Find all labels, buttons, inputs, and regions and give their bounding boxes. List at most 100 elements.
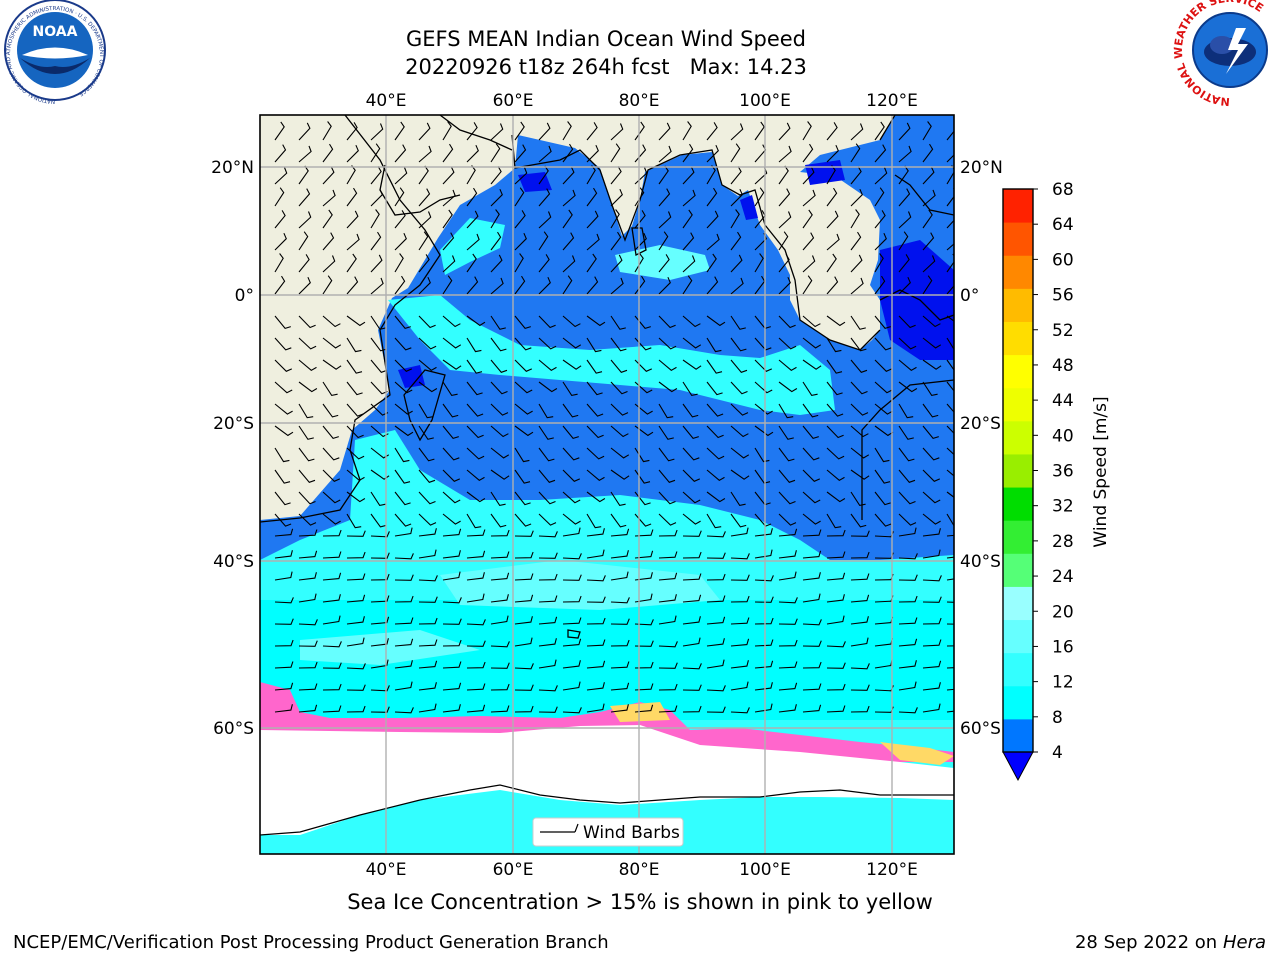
wind-barb — [322, 143, 334, 163]
wind-barb — [802, 121, 812, 141]
wind-barb — [322, 641, 342, 648]
wind-barb — [922, 121, 932, 141]
wind-barb — [274, 618, 294, 625]
map-subtitle: 20220926 t18z 264h fcst Max: 14.23 — [405, 55, 807, 79]
wind-barb — [514, 530, 534, 537]
wind-barb — [826, 233, 840, 251]
wind-barb — [922, 639, 942, 647]
wind-barb — [274, 275, 286, 295]
wind-barb — [946, 447, 954, 456]
wind-barb — [538, 491, 556, 505]
legend-label: Wind Barbs — [583, 823, 680, 843]
wind-barb — [610, 571, 629, 581]
wind-barb — [394, 617, 414, 625]
nws-logo: NATIONAL WEATHER SERVICE — [1172, 0, 1280, 108]
wind-barb — [562, 166, 575, 185]
wind-barb — [874, 469, 891, 484]
wind-barb — [922, 491, 941, 504]
wind-barb — [322, 683, 342, 691]
wind-barb — [826, 359, 843, 374]
wind-barb — [658, 315, 676, 329]
wind-barb — [274, 381, 293, 394]
wind-barb — [514, 684, 534, 691]
wind-barb — [778, 571, 797, 581]
wind-barb — [946, 154, 954, 163]
wind-barb — [730, 337, 747, 352]
wind-barb — [538, 359, 557, 371]
wind-barb — [850, 491, 866, 507]
wind-barb — [754, 425, 774, 437]
wind-barb — [394, 425, 414, 437]
colorbar-segment — [1003, 553, 1033, 587]
wind-barb — [682, 255, 696, 273]
wind-barb — [514, 705, 534, 713]
wind-barb — [370, 685, 390, 692]
wind-barb — [826, 403, 844, 417]
colorbar-segment — [1003, 718, 1033, 753]
map-title: GEFS MEAN Indian Ocean Wind Speed — [405, 27, 807, 51]
wind-barb — [778, 276, 791, 295]
wind-barb — [322, 166, 335, 185]
wind-barb — [442, 381, 458, 397]
wind-barb — [562, 681, 581, 691]
wind-barb — [850, 637, 869, 647]
lon-label: 60°E — [493, 860, 534, 880]
wind-barb — [298, 593, 317, 603]
wind-barb — [514, 210, 526, 229]
wind-barb — [490, 277, 504, 295]
wind-barb — [898, 381, 918, 393]
wind-barb — [634, 447, 650, 463]
wind-barb — [922, 166, 935, 185]
wind-barb — [754, 528, 773, 537]
wind-barb — [850, 530, 870, 537]
wind-barb — [706, 315, 726, 327]
wind-barb — [322, 121, 332, 141]
wind-barb — [466, 425, 484, 439]
wind-barb — [826, 122, 838, 141]
wind-barb — [826, 551, 846, 559]
wind-barb — [826, 187, 838, 207]
wind-barb — [562, 638, 582, 647]
wind-barb — [346, 253, 357, 273]
wind-barb — [874, 253, 884, 273]
wind-barb — [442, 682, 462, 691]
wind-barb — [586, 187, 598, 207]
wind-barb — [634, 529, 654, 537]
wind-barb — [322, 491, 341, 504]
wind-barb — [418, 703, 437, 713]
wind-barb — [610, 403, 629, 416]
lat-label: 60°S — [213, 719, 254, 739]
wind-barb — [850, 513, 867, 528]
wind-barb — [298, 254, 310, 273]
lon-labels-top: 40°E 60°E 80°E 100°E 120°E — [366, 91, 918, 111]
wind-barb — [850, 209, 860, 229]
wind-barb — [946, 381, 954, 392]
wind-barb — [466, 276, 479, 295]
wind-barb — [634, 275, 646, 295]
wind-barb — [298, 469, 316, 483]
wind-barb — [490, 143, 501, 163]
wind-barb — [442, 315, 461, 328]
wind-barb — [682, 447, 700, 461]
wind-barb — [298, 122, 311, 141]
wind-barb — [490, 231, 502, 251]
lat-labels-right: 20°N 0° 20°S 40°S 60°S — [960, 158, 1003, 739]
wind-barb — [538, 315, 556, 329]
wind-barb — [274, 550, 293, 559]
wind-barb — [466, 513, 482, 529]
wind-barb — [418, 469, 436, 483]
wind-barb — [778, 661, 798, 669]
wind-barb — [898, 513, 917, 526]
wind-barb — [826, 683, 846, 691]
wind-barb — [442, 403, 459, 418]
wind-barb — [490, 705, 510, 713]
wind-barb — [706, 359, 723, 374]
wind-barb — [394, 595, 414, 603]
wind-barb — [898, 681, 917, 691]
wind-barb — [850, 188, 863, 207]
wind-barb — [274, 121, 285, 141]
wind-barb — [538, 403, 554, 419]
wind-barb — [562, 359, 582, 370]
wind-barb — [850, 616, 869, 625]
wind-barb — [418, 447, 435, 462]
